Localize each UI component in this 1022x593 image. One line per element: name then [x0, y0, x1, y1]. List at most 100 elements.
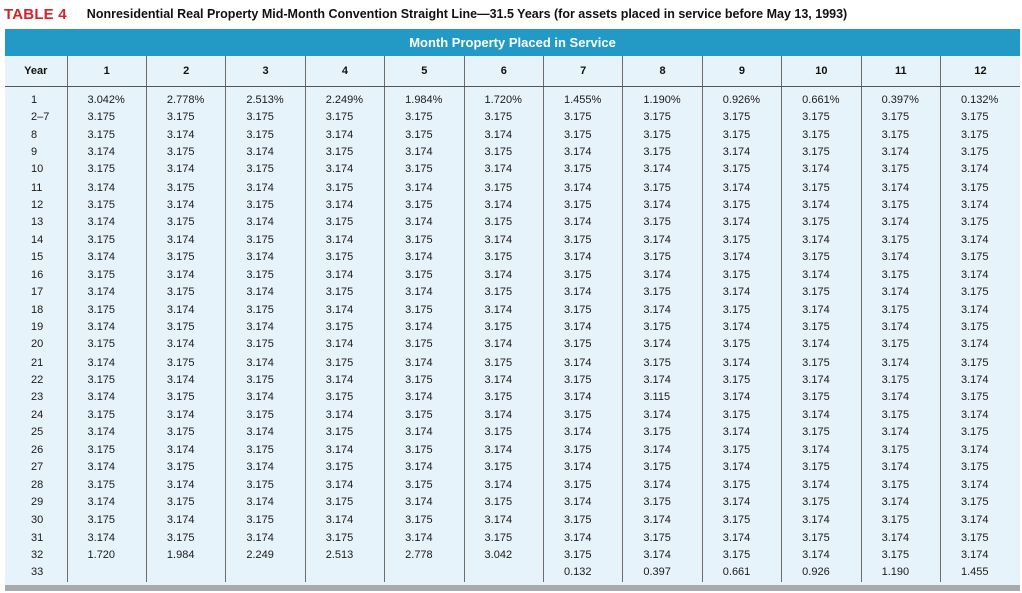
- month-column-header: 5: [384, 56, 465, 87]
- rate-cell: 3.174: [542, 389, 623, 407]
- rate-cell: 3.174: [860, 143, 941, 162]
- rate-cell: 3.174: [145, 406, 226, 424]
- rate-cell: 3.175: [542, 196, 623, 214]
- rate-cell: 3.174: [304, 441, 385, 460]
- table-row: 30 3.175 3.174 3.175 3.174 3.175 3.174 3.175 3.1…: [5, 511, 1020, 529]
- rate-cell: 3.174: [542, 284, 623, 302]
- rate-cell: 3.175: [781, 459, 862, 477]
- rate-cell: 0.926%: [701, 86, 782, 109]
- rate-cell: 3.174: [622, 546, 703, 565]
- rate-cell: 3.175: [145, 213, 226, 232]
- rate-cell: 3.175: [66, 196, 147, 214]
- month-column-header: 11: [860, 56, 941, 87]
- rate-cell: 3.175: [542, 336, 623, 354]
- rate-cell: 3.175: [781, 389, 862, 407]
- rate-cell: 0.661%: [781, 86, 862, 109]
- rate-cell: 3.175: [939, 284, 1020, 302]
- rate-cell: 3.175: [145, 143, 226, 162]
- column-header-row: Year 1 2 3 4 5 6 7 8 9 10 11 12: [5, 56, 1020, 87]
- rate-cell: 3.174: [939, 336, 1020, 354]
- rate-cell: 3.174: [781, 511, 862, 529]
- rate-cell: 3.174: [145, 441, 226, 460]
- rate-cell: 3.174: [860, 423, 941, 442]
- rate-cell: 3.175: [463, 528, 544, 547]
- rate-cell: 3.175: [939, 318, 1020, 337]
- rate-cell: 3.175: [939, 353, 1020, 372]
- rate-cell: 3.175: [66, 231, 147, 249]
- rate-cell: 3.175: [463, 248, 544, 267]
- rate-cell: 3.174: [701, 213, 782, 232]
- year-cell: 9: [31, 145, 38, 158]
- rate-cell: 3.175: [384, 161, 465, 179]
- rate-cell: 3.174: [384, 353, 465, 372]
- rate-cell: 3.175: [622, 494, 703, 512]
- rate-cell: 3.175: [860, 126, 941, 144]
- rate-cell: 3.175: [304, 143, 385, 162]
- rate-cell: 3.175: [145, 528, 226, 547]
- rate-cell: 3.174: [225, 248, 306, 267]
- rate-cell: 3.175: [860, 231, 941, 249]
- rate-cell: 3.174: [701, 528, 782, 547]
- rate-cell: 3.174: [622, 336, 703, 354]
- rate-cell: 3.175: [701, 266, 782, 285]
- rate-cell: 3.174: [701, 248, 782, 267]
- rate-cell: 3.175: [145, 284, 226, 302]
- rate-cell: 3.175: [939, 178, 1020, 197]
- rate-cell: 3.175: [939, 494, 1020, 512]
- rate-cell: 3.174: [225, 213, 306, 232]
- rate-cell: 3.175: [145, 494, 226, 512]
- rate-cell: 2.778%: [145, 86, 226, 109]
- rate-cell: 3.115: [622, 389, 703, 407]
- rate-cell: 3.175: [145, 178, 226, 197]
- rate-cell: 3.175: [939, 248, 1020, 267]
- table-body: 1 3.042% 2.778% 2.513% 2.249% 1.984% 1.720% 1.4…: [5, 86, 1020, 582]
- depreciation-table: Year 1 2 3 4 5 6 7 8 9 10 11 12 1 3.042% 2.778% 2.513% 2…: [5, 56, 1020, 582]
- rate-cell: 3.175: [939, 143, 1020, 162]
- year-cell: 21: [31, 356, 44, 369]
- rate-cell: 3.175: [701, 161, 782, 179]
- rate-cell: 3.174: [939, 476, 1020, 495]
- rate-cell: 3.175: [304, 459, 385, 477]
- rate-cell: 3.042%: [66, 86, 147, 109]
- rate-cell: 3.174: [145, 301, 226, 319]
- rate-cell: 3.175: [304, 248, 385, 267]
- rate-cell: 3.175: [384, 231, 465, 249]
- rate-cell: 3.175: [701, 441, 782, 460]
- year-cell: 27: [31, 461, 44, 474]
- year-cell: 26: [31, 444, 44, 457]
- table-row: 20 3.175 3.174 3.175 3.174 3.175 3.174 3.175 3.1…: [5, 336, 1020, 354]
- rate-cell: 3.175: [701, 126, 782, 144]
- rate-cell: 3.175: [463, 389, 544, 407]
- rate-cell: 3.175: [542, 126, 623, 144]
- rate-cell: 3.175: [225, 231, 306, 249]
- rate-cell: 3.175: [66, 266, 147, 285]
- rate-cell: 3.175: [304, 109, 385, 127]
- table-row: 18 3.175 3.174 3.175 3.174 3.175 3.174 3.175 3.1…: [5, 301, 1020, 319]
- rate-cell: 3.175: [860, 266, 941, 285]
- rate-cell: 3.174: [622, 231, 703, 249]
- rate-cell: 3.175: [622, 143, 703, 162]
- rate-cell: 3.175: [860, 161, 941, 179]
- rate-cell: 3.175: [542, 301, 623, 319]
- rate-cell: 3.175: [542, 266, 623, 285]
- rate-cell: 3.175: [860, 441, 941, 460]
- year-cell: 10: [31, 163, 44, 176]
- rate-cell: 3.175: [225, 109, 306, 127]
- rate-cell: 3.175: [66, 301, 147, 319]
- table-row: 13 3.174 3.175 3.174 3.175 3.174 3.175 3.174 3.1…: [5, 213, 1020, 232]
- rate-cell: 3.175: [701, 511, 782, 529]
- rate-cell: 3.174: [542, 353, 623, 372]
- table-row: 22 3.175 3.174 3.175 3.174 3.175 3.174 3.175 3.1…: [5, 371, 1020, 390]
- rate-cell: 3.175: [542, 476, 623, 495]
- year-cell: 17: [31, 286, 44, 299]
- rate-cell: 3.175: [542, 371, 623, 390]
- rate-cell: [304, 564, 385, 582]
- rate-cell: 3.175: [622, 318, 703, 337]
- rate-cell: 3.174: [622, 301, 703, 319]
- rate-cell: 3.175: [304, 213, 385, 232]
- rate-cell: 3.175: [781, 178, 862, 197]
- rate-cell: 3.175: [145, 318, 226, 337]
- month-column-header: 1: [66, 56, 147, 87]
- title-bar: TABLE 4 Nonresidential Real Property Mid…: [0, 0, 1022, 28]
- rate-cell: 3.174: [463, 476, 544, 495]
